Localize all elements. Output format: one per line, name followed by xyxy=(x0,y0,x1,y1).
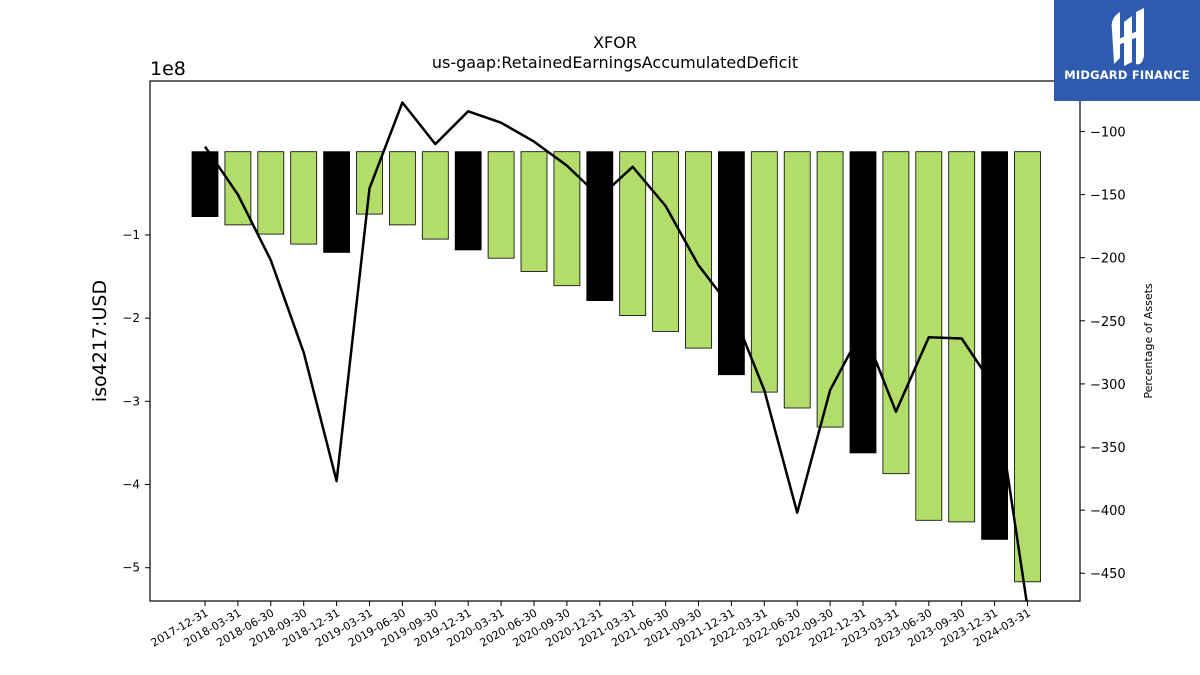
bar-2018-12-31 xyxy=(323,151,351,253)
bar-2020-12-31 xyxy=(586,151,614,301)
bar-2022-09-30 xyxy=(816,151,844,428)
bar-2021-06-30 xyxy=(652,151,679,332)
bar-2018-09-30 xyxy=(290,151,318,245)
y-axis-right: −100 −150 −200 −250 −300 −350 −400 −450 xyxy=(1080,125,1126,582)
bar-2021-12-31 xyxy=(718,151,745,376)
bar-2017-12-31 xyxy=(191,151,219,217)
bar-2024-03-31 xyxy=(1014,151,1041,583)
bar-2022-12-31 xyxy=(849,151,877,454)
logo-name: MIDGARD FINANCE xyxy=(1064,68,1190,82)
line-layer xyxy=(203,101,1028,601)
y-tick-label-right: −350 xyxy=(1090,441,1126,456)
y-offset-label: 1e8 xyxy=(150,58,186,80)
y-tick-label-right: −100 xyxy=(1090,125,1126,140)
bar-2019-12-31 xyxy=(454,151,482,251)
brand-logo: MIDGARD FINANCE xyxy=(1054,0,1200,101)
y-tick-label-right: −450 xyxy=(1090,567,1126,582)
bar-2019-06-30 xyxy=(388,151,416,226)
y-axis-label-right: Percentage of Assets xyxy=(1142,283,1155,399)
y-tick-label-right: −200 xyxy=(1090,252,1126,267)
chart-title: XFOR xyxy=(593,33,637,52)
y-tick-label-right: −300 xyxy=(1090,378,1126,393)
y-tick-label-right: −250 xyxy=(1090,315,1126,330)
percentage-line xyxy=(203,101,1028,601)
y-tick-label: −3 xyxy=(122,394,140,408)
y-tick-label: −2 xyxy=(122,311,140,325)
y-axis-label: iso4217:USD xyxy=(89,280,111,402)
bar-2023-03-31 xyxy=(882,151,910,475)
bar-2022-03-31 xyxy=(750,151,778,393)
bar-2018-06-30 xyxy=(257,151,285,235)
bar-2020-03-31 xyxy=(487,151,515,259)
bar-2019-09-30 xyxy=(421,151,449,240)
bar-layer xyxy=(191,151,1041,583)
bar-2019-03-31 xyxy=(356,151,383,215)
y-tick-label: −4 xyxy=(122,478,140,492)
chart-subtitle: us-gaap:RetainedEarningsAccumulatedDefic… xyxy=(432,53,798,72)
bar-2020-06-30 xyxy=(520,151,548,272)
y-tick-label-right: −400 xyxy=(1090,504,1126,519)
bar-2020-09-30 xyxy=(553,151,581,287)
y-tick-label-right: −150 xyxy=(1090,189,1126,204)
plot-frame xyxy=(149,80,1081,602)
bar-2022-06-30 xyxy=(783,151,811,409)
x-axis: 2017-12-312018-03-312018-06-302018-09-30… xyxy=(149,601,1033,650)
bar-2023-09-30 xyxy=(948,151,976,523)
y-tick-label: −5 xyxy=(122,561,140,575)
logo-mark-icon xyxy=(1111,8,1144,66)
y-tick-label: −1 xyxy=(122,228,140,242)
y-axis-left: −5 −4 −3 −2 −1 xyxy=(122,228,150,575)
bar-2023-12-31 xyxy=(981,151,1008,540)
